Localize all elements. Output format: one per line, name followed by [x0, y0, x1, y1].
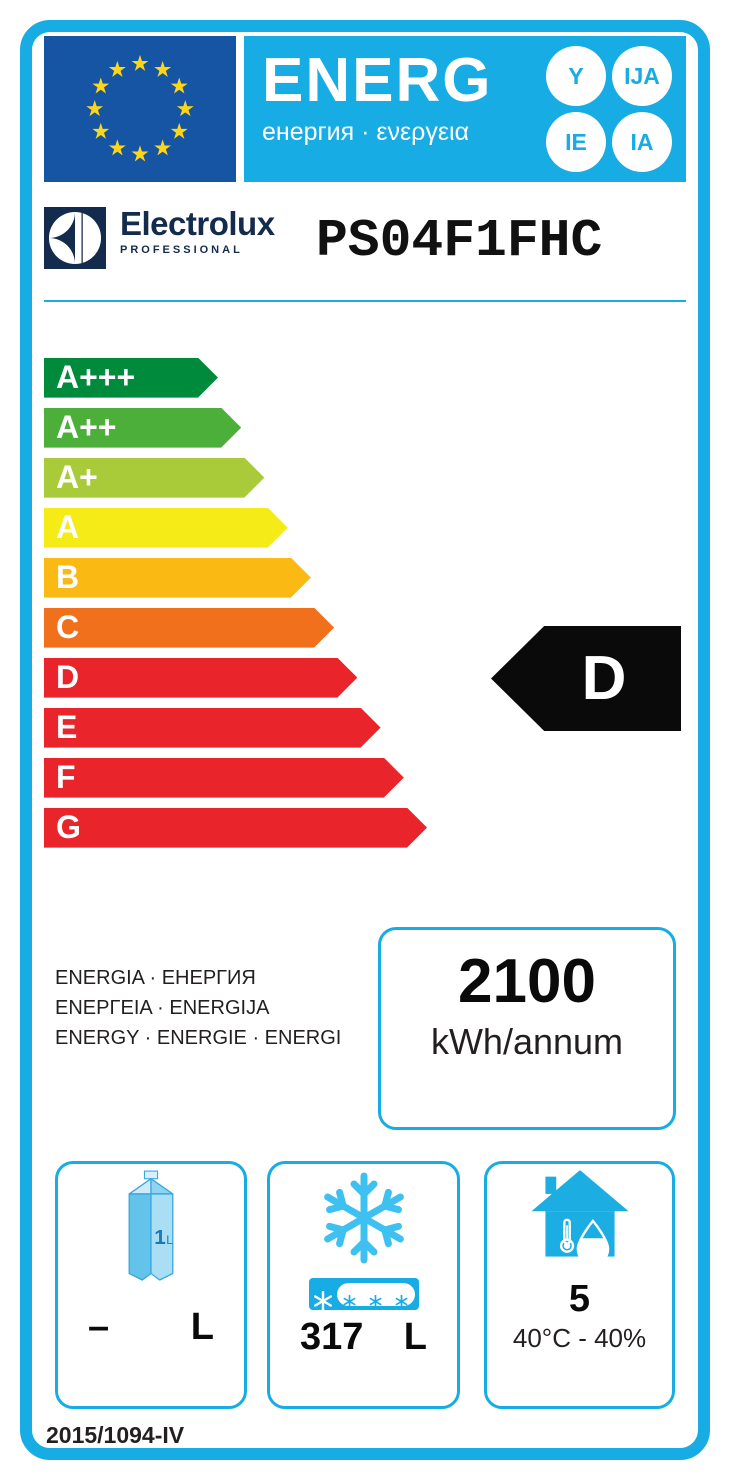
svg-text:L: L: [166, 1233, 173, 1247]
svg-text:1: 1: [154, 1226, 166, 1249]
